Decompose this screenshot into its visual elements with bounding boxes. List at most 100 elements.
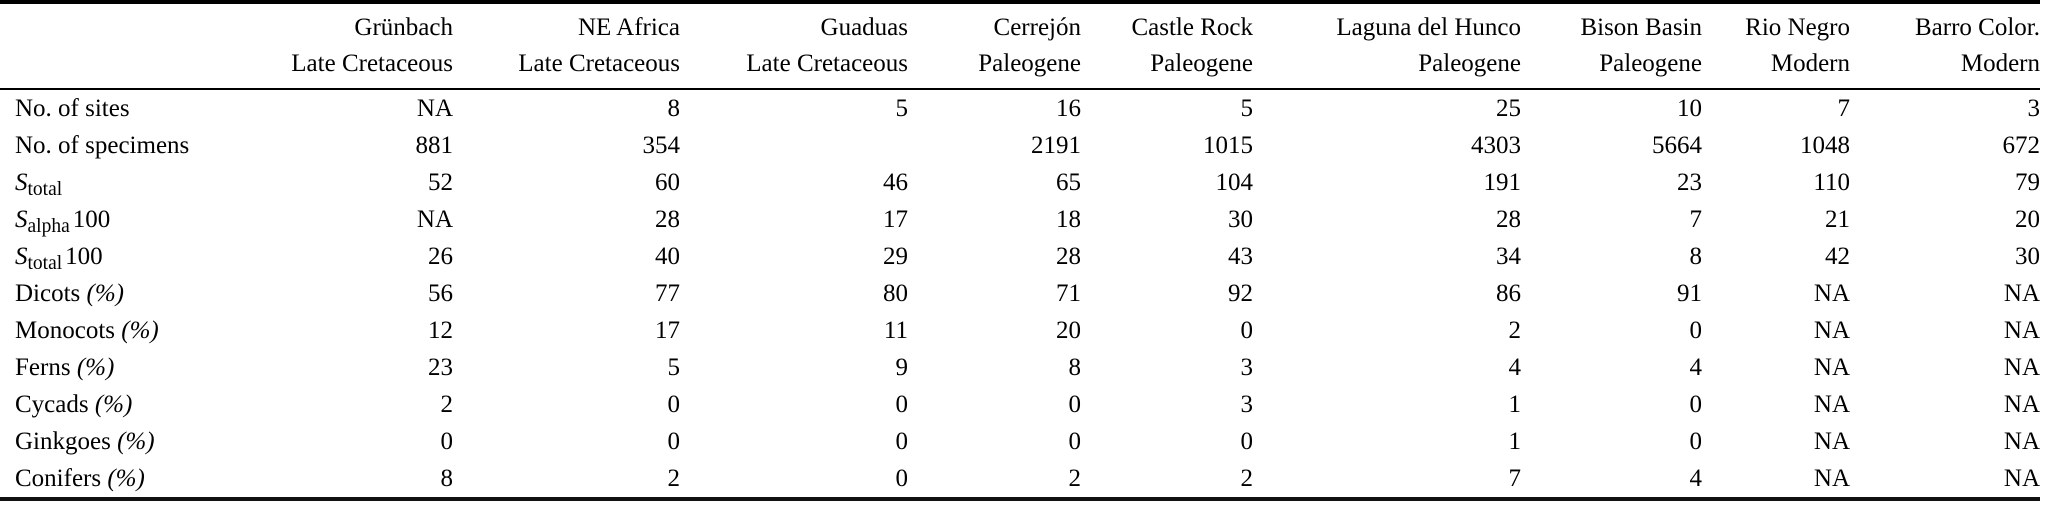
table-header-row: Grünbach Late Cretaceous NE Africa Late Cre…: [0, 2, 2040, 90]
cell: 29: [883, 242, 908, 270]
column-era: Late Cretaceous: [291, 50, 453, 77]
table-row: Conifers (%) 8 2 0 2 2 7 4 NA NA: [0, 460, 2040, 499]
cell: 104: [1215, 168, 1254, 196]
cell: 34: [1496, 242, 1521, 270]
cell: 3: [1240, 353, 1254, 381]
column-name: Cerrejón: [993, 14, 1081, 41]
cell: 8: [667, 94, 681, 122]
cell: 5: [895, 94, 909, 122]
cell: NA: [416, 205, 453, 233]
cell: NA: [416, 94, 453, 122]
cell: 5: [667, 353, 681, 381]
percent-suffix: (%): [107, 464, 145, 492]
cell: 28: [655, 205, 680, 233]
row-label-text: Ginkgoes: [15, 427, 118, 455]
column-era: Late Cretaceous: [518, 50, 680, 77]
cell: 12: [428, 316, 453, 344]
cell: 17: [883, 205, 908, 233]
cell: NA: [2003, 353, 2040, 381]
cell: 0: [1068, 390, 1082, 418]
row-label: Stotal: [0, 164, 262, 201]
cell: 2: [1508, 316, 1522, 344]
row-label-text: Cycads: [15, 390, 95, 418]
percent-suffix: (%): [117, 427, 155, 455]
s-subscript: total: [27, 252, 63, 274]
column-era: Modern: [1770, 50, 1850, 77]
cell: 86: [1496, 279, 1521, 307]
table-row: Salpha 100 NA 28 17 18 30 28 7 21 20: [0, 201, 2040, 238]
column-name: Barro Color.: [1915, 14, 2040, 41]
cell: 18: [1056, 205, 1081, 233]
row-label: Ginkgoes (%): [0, 423, 262, 460]
cell: 2: [667, 464, 681, 492]
s-symbol: S: [15, 168, 28, 196]
cell: NA: [1813, 353, 1850, 381]
row-label-text: Monocots: [15, 316, 122, 344]
column-name: Grünbach: [354, 14, 453, 41]
cell: 20: [2015, 205, 2040, 233]
column-era: Late Cretaceous: [746, 50, 908, 77]
row-label-text: Dicots: [15, 279, 87, 307]
cell: 21: [1825, 205, 1850, 233]
s-suffix: 100: [72, 205, 111, 233]
cell: NA: [2003, 464, 2040, 492]
column-era: Paleogene: [1150, 50, 1253, 77]
row-label: Dicots (%): [0, 275, 262, 312]
cell: 7: [1508, 464, 1522, 492]
row-label: No. of specimens: [15, 131, 190, 159]
cell: 0: [1689, 427, 1703, 455]
percent-suffix: (%): [94, 390, 133, 418]
column-header: NE Africa Late Cretaceous: [453, 2, 680, 90]
cell: 5: [1240, 94, 1254, 122]
column-era: Paleogene: [1599, 50, 1702, 77]
cell: 71: [1056, 279, 1081, 307]
row-label: Monocots (%): [0, 312, 262, 349]
row-label: No. of sites: [15, 94, 130, 122]
table-row: Stotal 52 60 46 65 104 191 23 110 79: [0, 164, 2040, 201]
cell: 0: [667, 390, 681, 418]
table-row: Ginkgoes (%) 0 0 0 0 0 1 0 NA NA: [0, 423, 2040, 460]
column-header: Laguna del Hunco Paleogene: [1253, 2, 1521, 90]
column-header: Grünbach Late Cretaceous: [262, 2, 453, 90]
cell: 30: [1228, 205, 1253, 233]
cell: 28: [1056, 242, 1081, 270]
s-subscript: total: [27, 178, 63, 200]
cell: 42: [1825, 242, 1850, 270]
cell: 40: [655, 242, 680, 270]
column-name: Castle Rock: [1131, 14, 1253, 41]
cell: 0: [667, 427, 681, 455]
table-row: No. of specimens 881 354 2191 1015 4303 5664 10…: [0, 127, 2040, 164]
cell: 80: [883, 279, 908, 307]
s-subscript: alpha: [27, 215, 70, 237]
cell: 2: [1068, 464, 1082, 492]
cell: 0: [895, 464, 909, 492]
cell: 0: [895, 427, 909, 455]
table-row: Dicots (%) 56 77 80 71 92 86 91 NA NA: [0, 275, 2040, 312]
column-era: Paleogene: [978, 50, 1081, 77]
cell: 92: [1228, 279, 1253, 307]
row-label: Cycads (%): [0, 386, 262, 423]
cell: 0: [1689, 316, 1703, 344]
cell: 672: [2002, 131, 2041, 159]
cell: 20: [1056, 316, 1081, 344]
column-header: Rio Negro Modern: [1702, 2, 1850, 90]
row-label-text: Ferns: [15, 353, 77, 381]
cell: NA: [1813, 279, 1850, 307]
cell: NA: [1813, 390, 1850, 418]
column-name: NE Africa: [577, 14, 680, 41]
cell: 26: [428, 242, 453, 270]
cell: 2: [1240, 464, 1254, 492]
cell: 4: [1689, 464, 1703, 492]
column-header: Barro Color. Modern: [1850, 2, 2040, 90]
cell: 17: [655, 316, 680, 344]
cell: 0: [1240, 427, 1254, 455]
cell: 1: [1508, 390, 1522, 418]
cell: NA: [1813, 464, 1850, 492]
cell: 2: [440, 390, 454, 418]
cell: 11: [883, 316, 908, 344]
column-era: Paleogene: [1418, 50, 1521, 77]
summary-table: Grünbach Late Cretaceous NE Africa Late Cre…: [0, 0, 2040, 501]
cell: 8: [1689, 242, 1703, 270]
table-row: Monocots (%) 12 17 11 20 0 2 0 NA NA: [0, 312, 2040, 349]
